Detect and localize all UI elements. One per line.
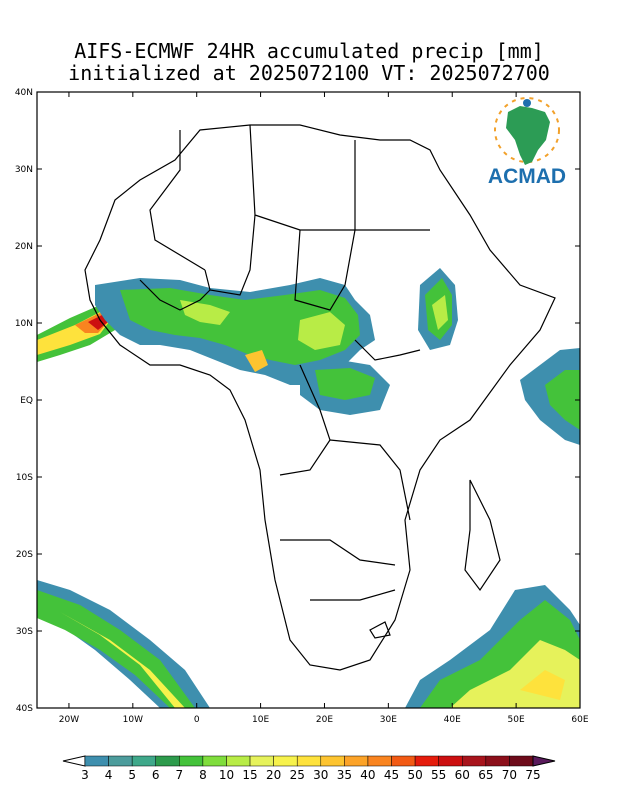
- border-segment: [249, 124, 355, 231]
- precip-central-mid: [315, 368, 375, 400]
- lon-label: 30E: [380, 715, 397, 725]
- map-title-line1: AIFS-ECMWF 24HR accumulated precip [mm]: [74, 39, 544, 63]
- lat-label: 20N: [15, 242, 33, 252]
- lon-label: 10E: [252, 715, 269, 725]
- colorbar-label: 65: [478, 768, 493, 782]
- longitude-axis: 20W 10W 0 10E 20E 30E 40E 50E 60E: [59, 92, 589, 725]
- colorbar-swatch: [84, 755, 109, 767]
- border-segment: [139, 279, 211, 311]
- colorbar-label: 8: [199, 768, 207, 782]
- logo-africa-silhouette: [506, 106, 550, 165]
- lon-label: 40E: [444, 715, 461, 725]
- colorbar-swatch: [179, 755, 204, 767]
- colorbar-label: 10: [219, 768, 234, 782]
- colorbar-swatch: [296, 755, 322, 767]
- logo-sun-rays: [494, 97, 560, 163]
- lon-label: 60E: [571, 715, 588, 725]
- africa-coastline: [84, 124, 556, 671]
- acmad-logo: ACMAD: [488, 97, 566, 188]
- madagascar-coastline: [464, 479, 501, 592]
- precip-sahel-mid: [120, 288, 360, 365]
- colorbar-swatch: [226, 755, 251, 767]
- colorbar-label: 35: [337, 768, 352, 782]
- colorbar-label: 7: [175, 768, 183, 782]
- lon-label: 50E: [508, 715, 525, 725]
- colorbar-label: 70: [502, 768, 517, 782]
- colorbar: 3 4 5 6 7 8 10 15 20 25 30 35 40 45 50 55 60 65 70 75: [62, 755, 556, 782]
- colorbar-swatch: [391, 755, 416, 767]
- precip-satl-high: [60, 612, 185, 708]
- lat-label: 20S: [16, 550, 33, 560]
- colorbar-swatch: [438, 755, 463, 767]
- precip-ethiopia-high: [432, 295, 448, 330]
- logo-drop-icon: [523, 99, 531, 107]
- border-segment: [149, 130, 206, 271]
- lesotho-border: [369, 621, 391, 639]
- colorbar-swatch: [202, 755, 227, 767]
- lat-label: EQ: [20, 396, 33, 406]
- colorbar-label: 15: [242, 768, 257, 782]
- logo-text: ACMAD: [488, 165, 566, 188]
- border-segment: [354, 339, 421, 361]
- precip-sio-core: [520, 670, 565, 700]
- precip-guinea-max: [88, 315, 108, 330]
- colorbar-lower-triangle: [62, 755, 86, 767]
- colorbar-swatch: [320, 755, 345, 767]
- lat-label: 30N: [15, 165, 33, 175]
- border-segment: [329, 439, 411, 521]
- precip-nigeria-high: [180, 300, 230, 325]
- border-segment: [310, 589, 396, 601]
- colorbar-swatch: [462, 755, 487, 767]
- colorbar-label: 3: [81, 768, 89, 782]
- lat-label: 30S: [16, 627, 33, 637]
- colorbar-swatch: [509, 755, 534, 767]
- colorbar-swatch: [108, 755, 133, 767]
- colorbar-label: 30: [313, 768, 328, 782]
- map-title-line2: initialized at 2025072100 VT: 2025072700: [68, 61, 550, 85]
- colorbar-label: 4: [105, 768, 113, 782]
- lon-label: 20E: [316, 715, 333, 725]
- colorbar-label: 50: [407, 768, 422, 782]
- precip-io-mid: [545, 370, 580, 430]
- colorbar-swatch: [155, 755, 180, 767]
- lon-label: 20W: [59, 715, 79, 725]
- colorbar-label: 5: [128, 768, 136, 782]
- colorbar-label: 75: [525, 768, 540, 782]
- colorbar-label: 55: [431, 768, 446, 782]
- colorbar-label: 20: [266, 768, 281, 782]
- lat-label: 10N: [15, 319, 33, 329]
- lon-label: 10W: [123, 715, 143, 725]
- colorbar-label: 6: [152, 768, 160, 782]
- latitude-axis: 40N 30N 20N 10N EQ 10S 20S 30S 40S: [15, 88, 580, 714]
- colorbar-upper-triangle: [532, 755, 556, 767]
- precip-shading: [37, 268, 580, 708]
- colorbar-swatch: [367, 755, 392, 767]
- colorbar-swatch: [131, 755, 156, 767]
- colorbar-label: 40: [360, 768, 375, 782]
- border-segment: [280, 539, 396, 566]
- precip-cameroon-core: [245, 350, 268, 372]
- lat-label: 10S: [16, 473, 33, 483]
- colorbar-label: 60: [455, 768, 470, 782]
- lat-label: 40N: [15, 88, 33, 98]
- precip-chad-high: [298, 312, 345, 350]
- colorbar-label: 45: [384, 768, 399, 782]
- country-borders: [84, 124, 556, 671]
- lon-label: 0: [194, 715, 200, 725]
- colorbar-swatch: [485, 755, 510, 767]
- colorbar-swatch: [273, 755, 298, 767]
- colorbar-label: 25: [290, 768, 305, 782]
- colorbar-swatch: [344, 755, 369, 767]
- border-segment: [294, 229, 356, 311]
- colorbar-swatch: [414, 755, 439, 767]
- lat-label: 40S: [16, 704, 33, 714]
- colorbar-swatch: [249, 755, 274, 767]
- border-segment: [204, 214, 256, 296]
